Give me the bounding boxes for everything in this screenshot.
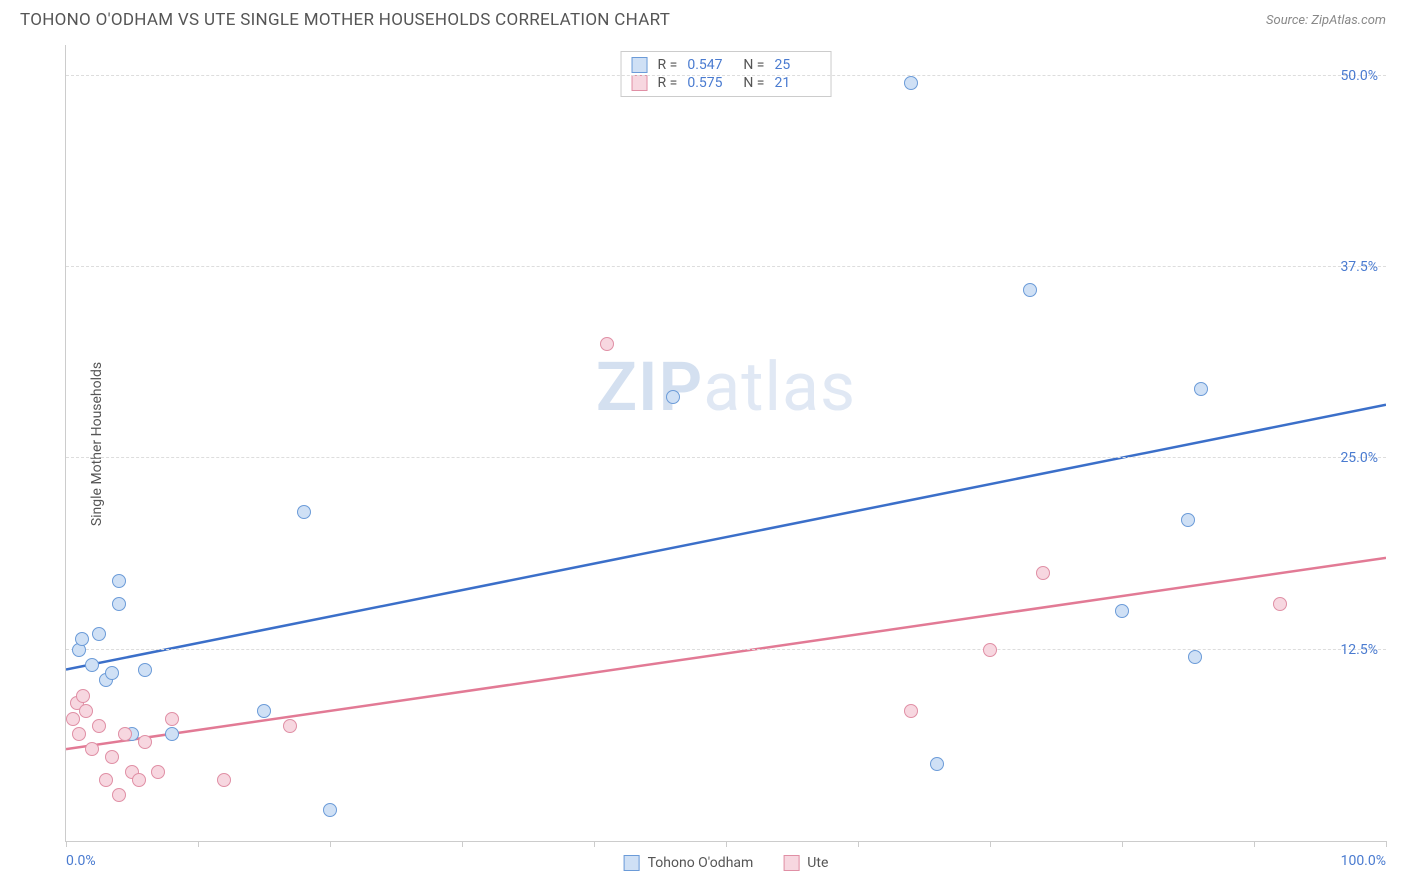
series-legend: Tohono O'odham Ute (624, 855, 829, 871)
data-point (217, 773, 231, 787)
legend-swatch (783, 855, 799, 871)
legend-item: Ute (783, 855, 828, 871)
data-point (151, 765, 165, 779)
watermark: ZIPatlas (596, 347, 856, 427)
gridline (66, 266, 1386, 267)
n-label: N = (743, 75, 764, 91)
trend-line (66, 405, 1386, 670)
trend-lines (66, 45, 1386, 841)
data-point (165, 712, 179, 726)
data-point (1115, 604, 1129, 618)
data-point (132, 773, 146, 787)
data-point (112, 788, 126, 802)
data-point (138, 735, 152, 749)
x-tick-label: 0.0% (66, 853, 96, 869)
data-point (1273, 597, 1287, 611)
data-point (983, 643, 997, 657)
y-tick-label: 50.0% (1340, 68, 1378, 84)
data-point (600, 337, 614, 351)
data-point (904, 704, 918, 718)
x-tick (1254, 841, 1255, 847)
r-value: 0.547 (687, 57, 733, 73)
chart-container: Single Mother Households ZIPatlas R =0.5… (50, 45, 1386, 842)
x-tick (990, 841, 991, 847)
data-point (76, 689, 90, 703)
data-point (92, 627, 106, 641)
data-point (75, 632, 89, 646)
y-tick-label: 25.0% (1340, 450, 1378, 466)
data-point (105, 750, 119, 764)
data-point (66, 712, 80, 726)
x-tick (858, 841, 859, 847)
data-point (1023, 283, 1037, 297)
data-point (85, 742, 99, 756)
legend-label: Tohono O'odham (648, 855, 754, 871)
r-label: R = (658, 57, 678, 73)
x-tick (462, 841, 463, 847)
data-point (904, 76, 918, 90)
x-tick-label: 100.0% (1341, 853, 1386, 869)
x-tick (1386, 841, 1387, 847)
n-value: 21 (774, 75, 820, 91)
x-tick (330, 841, 331, 847)
data-point (112, 574, 126, 588)
plot-area: ZIPatlas R =0.547N =25R =0.575N =21 Toho… (65, 45, 1386, 842)
gridline (66, 649, 1386, 650)
x-tick (66, 841, 67, 847)
n-label: N = (743, 57, 764, 73)
x-tick (198, 841, 199, 847)
r-label: R = (658, 75, 678, 91)
data-point (105, 666, 119, 680)
data-point (666, 390, 680, 404)
data-point (1194, 382, 1208, 396)
data-point (138, 663, 152, 677)
y-tick-label: 12.5% (1340, 642, 1378, 658)
data-point (165, 727, 179, 741)
y-tick-label: 37.5% (1340, 259, 1378, 275)
data-point (112, 597, 126, 611)
data-point (118, 727, 132, 741)
legend-label: Ute (807, 855, 828, 871)
stats-row: R = 0.547 N = 25 (632, 56, 821, 74)
data-point (72, 727, 86, 741)
x-tick (594, 841, 595, 847)
stats-row: R = 0.575 N = 21 (632, 74, 821, 92)
data-point (99, 773, 113, 787)
data-point (85, 658, 99, 672)
series-swatch (632, 57, 648, 73)
series-swatch (632, 75, 648, 91)
data-point (1036, 566, 1050, 580)
data-point (930, 757, 944, 771)
data-point (283, 719, 297, 733)
legend-item: Tohono O'odham (624, 855, 754, 871)
gridline (66, 75, 1386, 76)
r-value: 0.575 (687, 75, 733, 91)
x-tick (726, 841, 727, 847)
gridline (66, 457, 1386, 458)
data-point (92, 719, 106, 733)
data-point (1181, 513, 1195, 527)
x-tick (1122, 841, 1123, 847)
data-point (79, 704, 93, 718)
source-attribution: Source: ZipAtlas.com (1266, 13, 1386, 28)
data-point (297, 505, 311, 519)
data-point (257, 704, 271, 718)
legend-swatch (624, 855, 640, 871)
data-point (1188, 650, 1202, 664)
chart-title: TOHONO O'ODHAM VS UTE SINGLE MOTHER HOUS… (20, 10, 670, 30)
data-point (323, 803, 337, 817)
n-value: 25 (774, 57, 820, 73)
